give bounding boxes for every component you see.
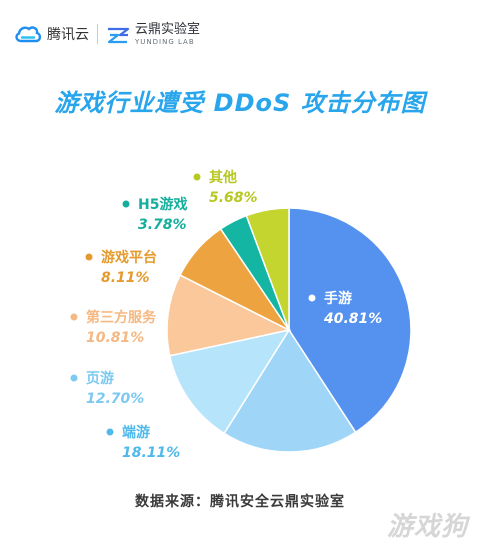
slice-label: 端游 bbox=[122, 424, 150, 441]
tencent-cloud-logo bbox=[15, 26, 42, 43]
legend-dot bbox=[122, 200, 130, 208]
pie-slice bbox=[245, 207, 290, 331]
legend-dot bbox=[70, 374, 78, 382]
pie-slice bbox=[168, 328, 291, 435]
slice-label: 其他 bbox=[209, 169, 237, 186]
header-divider bbox=[97, 24, 98, 44]
legend-dot bbox=[85, 253, 93, 261]
legend-dot bbox=[106, 428, 114, 436]
pie-slice bbox=[166, 274, 292, 357]
slice-label: 手游 bbox=[324, 290, 352, 307]
slice-value-label: 18.11% bbox=[122, 445, 180, 461]
legend-dot bbox=[193, 173, 201, 181]
pie-slice bbox=[223, 328, 357, 453]
slice-value-label: 8.11% bbox=[101, 270, 150, 286]
slice-label: 游戏平台 bbox=[101, 249, 157, 266]
slice-label: 第三方服务 bbox=[86, 309, 157, 326]
slice-value-label: 10.81% bbox=[86, 330, 144, 346]
lab-subtitle: YUNDING LAB bbox=[135, 37, 195, 46]
slice-value-label: 40.81% bbox=[323, 311, 382, 327]
slice-label: H5游戏 bbox=[138, 196, 187, 213]
watermark: 游戏狗 bbox=[386, 512, 468, 542]
slice-value-label: 5.68% bbox=[209, 190, 258, 206]
legend-dot bbox=[70, 313, 78, 321]
header: 腾讯云 云鼎实验室 YUNDING LAB bbox=[14, 20, 200, 48]
chart-title: 游戏行业遭受 DDoS 攻击分布图 bbox=[54, 89, 426, 117]
slice-label: 页游 bbox=[86, 370, 114, 387]
lab-name: 云鼎实验室 bbox=[135, 21, 201, 37]
slice-value-label: 3.78% bbox=[138, 217, 187, 233]
brand-name: 腾讯云 bbox=[47, 27, 89, 43]
legend-dot bbox=[308, 294, 316, 302]
pie-chart: 手游 40.81% 端游 18.11% 页游 12.70% 第三方服务 10.81% 游戏平台 8… bbox=[70, 169, 412, 461]
yunding-lab-logo bbox=[107, 27, 130, 44]
slice-value-label: 12.70% bbox=[86, 391, 144, 407]
data-source: 数据来源：腾讯安全云鼎实验室 bbox=[135, 494, 345, 510]
